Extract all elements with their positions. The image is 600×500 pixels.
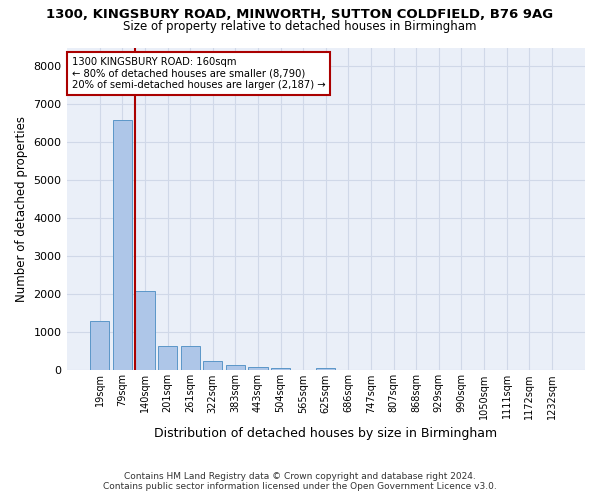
Bar	[316, 368, 335, 370]
X-axis label: Distribution of detached houses by size in Birmingham: Distribution of detached houses by size …	[154, 427, 497, 440]
Bar	[226, 366, 245, 370]
Bar	[136, 290, 155, 370]
Bar	[248, 366, 268, 370]
Bar	[203, 361, 223, 370]
Text: 1300 KINGSBURY ROAD: 160sqm
← 80% of detached houses are smaller (8,790)
20% of : 1300 KINGSBURY ROAD: 160sqm ← 80% of det…	[72, 57, 325, 90]
Bar	[90, 321, 109, 370]
Y-axis label: Number of detached properties: Number of detached properties	[15, 116, 28, 302]
Text: Size of property relative to detached houses in Birmingham: Size of property relative to detached ho…	[123, 20, 477, 33]
Bar	[113, 120, 132, 370]
Text: Contains HM Land Registry data © Crown copyright and database right 2024.
Contai: Contains HM Land Registry data © Crown c…	[103, 472, 497, 491]
Bar	[158, 346, 177, 370]
Bar	[181, 346, 200, 370]
Text: 1300, KINGSBURY ROAD, MINWORTH, SUTTON COLDFIELD, B76 9AG: 1300, KINGSBURY ROAD, MINWORTH, SUTTON C…	[46, 8, 554, 20]
Bar	[271, 368, 290, 370]
